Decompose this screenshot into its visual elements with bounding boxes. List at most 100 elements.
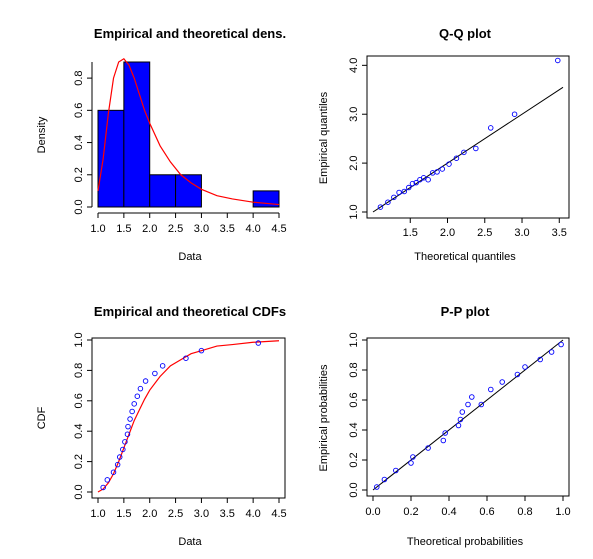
x-tick-label: 1.0 [555,506,570,518]
data-point [420,175,427,181]
x-tick-label: 1.5 [116,508,131,520]
x-tick-label: 0.2 [403,506,418,518]
data-point [488,386,494,393]
data-point [453,155,460,161]
data-point [487,125,494,131]
data-point [442,430,448,436]
data-point [537,356,543,363]
x-tick-label: 0.6 [479,506,494,518]
data-point [440,437,447,444]
data-point [159,363,166,369]
pp-panel: P-P plot Theoretical probabilities Empir… [318,304,571,548]
density-marks: 1.0 1.5 2.0 2.5 3.0 3.5 4.0 4.5 0.0 0.2 0.4 0.6 0.8 [73,57,287,235]
data-point [499,379,505,385]
y-tick-label: 0.2 [73,454,85,469]
data-point [374,484,380,490]
x-tick-label: 3.5 [552,227,567,239]
y-tick-label: 0.6 [348,392,360,407]
data-point [514,371,521,378]
data-point [410,454,416,460]
x-tick-label: 2.5 [168,508,183,520]
qq-panel-title: Q-Q plot [439,26,492,41]
density-panel: Empirical and theoretical dens. Data Den… [36,26,287,263]
pp-x-label: Theoretical probabilities [407,536,524,548]
data-point [255,340,262,346]
histogram-bar [175,174,202,208]
data-point [104,477,111,483]
x-tick-label: 1.0 [90,223,105,235]
density-panel-title: Empirical and theoretical dens. [94,26,286,41]
histogram-bar [97,109,125,208]
y-tick-label: 3.0 [348,107,360,122]
data-point [558,341,564,348]
data-point [473,145,479,152]
y-tick-label: 0.2 [348,452,360,467]
x-tick-label: 3.0 [514,227,529,239]
data-point [377,204,384,210]
data-point [114,461,121,468]
cdf-panel: Empirical and theoretical CDFs Data CDF … [36,304,287,548]
data-point [401,188,408,195]
data-point [446,161,452,167]
y-tick-label: 0.8 [348,362,360,377]
data-point [425,176,431,183]
x-tick-label: 3.0 [194,508,209,520]
data-point [127,416,133,422]
x-tick-label: 2.0 [142,223,157,235]
density-x-label: Data [178,251,202,263]
y-tick-label: 2.0 [348,155,360,170]
theoretical-curve [97,340,280,493]
data-point [131,401,137,407]
x-tick-label: 0.0 [365,506,380,518]
data-point [137,385,144,392]
data-point [393,467,399,474]
x-tick-label: 4.5 [271,223,286,235]
data-point [461,149,467,156]
x-tick-label: 3.0 [194,223,209,235]
data-point [469,394,475,400]
data-point [381,476,388,483]
y-tick-label: 0.0 [73,484,85,499]
data-point [100,484,106,491]
data-point [409,180,416,187]
x-tick-label: 0.4 [441,506,456,518]
x-tick-label: 3.5 [220,223,235,235]
cdf-panel-title: Empirical and theoretical CDFs [94,304,286,319]
x-tick-label: 2.0 [142,508,157,520]
plot-frame [91,337,286,499]
data-point [116,454,123,460]
y-tick-label: 1.0 [348,204,360,219]
x-tick-label: 4.0 [245,508,260,520]
data-point [110,469,117,475]
x-tick-label: 1.0 [90,508,105,520]
data-point [122,439,128,445]
reference-line [372,86,564,213]
pp-marks: 0.0 0.2 0.4 0.6 0.8 1.0 0.0 0.2 0.4 0.6 0.8 1.0 [348,332,571,518]
x-tick-label: 2.0 [440,227,455,239]
qq-panel: Q-Q plot Theoretical quantiles Empirical… [318,26,570,263]
qq-x-label: Theoretical quantiles [414,251,516,263]
qq-marks: 1.5 2.0 2.5 3.0 3.5 1.0 2.0 3.0 4.0 [348,55,570,239]
cdf-y-label: CDF [36,406,48,429]
density-y-label: Density [36,116,48,153]
data-point [555,57,561,64]
data-point [439,166,446,172]
data-point [152,370,158,377]
data-point [425,445,431,451]
plot-frame [366,337,570,497]
pp-y-label: Empirical probabilities [318,364,330,471]
data-point [457,416,464,423]
y-tick-label: 0.4 [348,422,360,437]
qq-y-label: Empirical quantiles [318,91,330,184]
data-point [120,446,126,453]
y-tick-label: 0.0 [348,482,360,497]
x-tick-label: 2.5 [477,227,492,239]
plot-frame [366,55,570,219]
data-point [408,460,414,466]
data-point [142,378,149,384]
data-point [465,401,471,408]
y-tick-label: 1.0 [73,332,85,347]
y-tick-label: 0.4 [73,135,85,150]
pp-panel-title: P-P plot [441,304,491,319]
x-tick-label: 3.5 [220,508,235,520]
